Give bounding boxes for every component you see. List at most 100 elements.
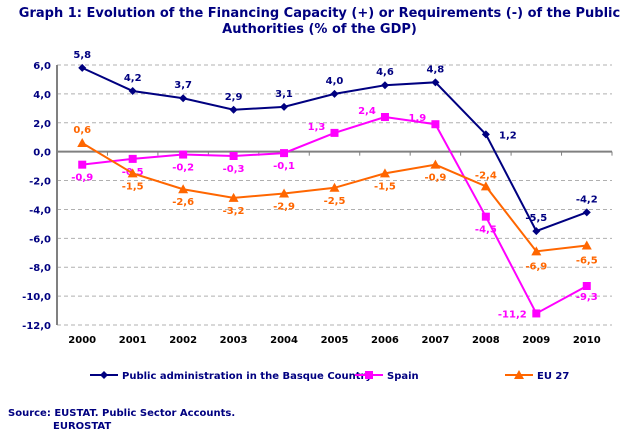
data-point-diamond	[78, 63, 87, 72]
y-tick-label: -12,0	[22, 321, 51, 332]
x-tick-label: 2000	[68, 335, 96, 346]
data-label: 2,9	[225, 92, 243, 103]
data-label: -2,5	[324, 196, 346, 207]
data-label: 1,3	[308, 122, 326, 133]
data-point-triangle	[480, 181, 491, 191]
data-point-diamond	[128, 87, 137, 95]
x-tick-label: 2008	[472, 335, 500, 346]
y-tick-label: -8,0	[29, 263, 51, 274]
legend-item: Public administration in the Basque Coun…	[90, 371, 372, 382]
legend-item: EU 27	[505, 370, 569, 382]
y-tick-label: -4,0	[29, 205, 51, 216]
data-point-square	[179, 150, 188, 159]
data-point-diamond	[229, 105, 238, 114]
data-label: 1,9	[409, 113, 427, 124]
data-label: -6,9	[525, 261, 547, 272]
legend-triangle-icon	[514, 370, 524, 379]
data-label: -0,2	[172, 163, 194, 174]
data-point-triangle	[77, 138, 88, 147]
data-point-square	[229, 152, 238, 160]
x-tick-label: 2004	[270, 335, 298, 346]
data-point-triangle	[329, 182, 340, 192]
data-label: -11,2	[498, 309, 527, 320]
y-tick-label: -10,0	[22, 292, 51, 303]
data-point-triangle	[127, 168, 138, 178]
data-point-diamond	[431, 78, 440, 87]
x-tick-label: 2002	[169, 335, 197, 346]
data-label: -2,6	[172, 197, 194, 208]
y-tick-label: -6,0	[29, 234, 51, 245]
data-point-diamond	[481, 130, 490, 139]
data-label: -4,5	[475, 225, 497, 236]
data-label: 4,8	[427, 64, 445, 75]
x-tick-label: 2009	[522, 335, 550, 346]
data-point-diamond	[280, 102, 289, 111]
y-tick-label: 6,0	[33, 61, 51, 72]
data-label: -1,5	[122, 181, 144, 192]
data-point-diamond	[179, 94, 188, 103]
y-tick-label: 0,0	[33, 148, 51, 159]
y-tick-label: 4,0	[33, 90, 51, 101]
legend-label: Spain	[387, 371, 419, 382]
x-tick-label: 2003	[220, 335, 248, 346]
data-label: 2,4	[358, 106, 376, 117]
data-label: 3,7	[174, 80, 192, 91]
y-tick-label: -2,0	[29, 177, 51, 188]
data-point-triangle	[531, 246, 542, 256]
data-point-triangle	[279, 188, 290, 198]
data-label: -5,5	[525, 213, 547, 224]
source-line-2: EUROSTAT	[53, 421, 112, 432]
y-tick-label: 2,0	[33, 119, 51, 130]
data-point-square	[128, 154, 137, 163]
data-point-triangle	[581, 240, 592, 250]
data-point-square	[582, 282, 591, 290]
data-label: 5,8	[73, 50, 91, 61]
x-tick-label: 2005	[321, 335, 349, 346]
data-point-triangle	[228, 192, 239, 202]
data-point-square	[380, 113, 389, 121]
data-label: 1,2	[499, 130, 517, 141]
data-label: 4,0	[326, 76, 344, 87]
data-label: 0,6	[73, 125, 91, 136]
data-label: 3,1	[275, 89, 293, 100]
data-point-square	[280, 149, 289, 158]
series-line	[82, 115, 588, 315]
data-label: -2,9	[273, 202, 295, 213]
legend-label: EU 27	[537, 371, 569, 382]
x-tick-label: 2010	[573, 335, 601, 346]
data-label: -0,9	[71, 173, 93, 184]
legend-item: Spain	[355, 371, 419, 382]
x-tick-label: 2007	[421, 335, 449, 346]
x-tick-label: 2001	[119, 335, 147, 346]
series-spain: -0,9-0,5-0,2-0,3-0,11,32,41,9-4,5-11,2-9…	[71, 106, 597, 320]
data-label: -2,4	[475, 170, 497, 181]
data-point-square	[78, 160, 87, 169]
series-basque: 5,8 4,2 3,7 2,9 3,1 4,0 4,6 4,8 1,2 -5,5 -4,2	[73, 50, 598, 236]
data-label: -3,2	[223, 206, 245, 217]
data-point-triangle	[430, 159, 441, 169]
legend-square-icon	[365, 371, 373, 379]
data-point-diamond	[330, 89, 339, 98]
data-label: -4,2	[576, 194, 598, 205]
data-point-diamond	[380, 81, 389, 90]
legend-label: Public administration in the Basque Coun…	[122, 371, 372, 382]
series-eu27: 0,6 -1,5 -2,6 -3,2 -2,9 -2,5 -1,5 -0,9 -2,4 -6,9 -…	[73, 125, 597, 272]
data-point-diamond	[582, 208, 591, 217]
data-label: 4,6	[376, 67, 394, 78]
data-point-triangle	[379, 168, 390, 178]
data-label: -0,9	[424, 173, 446, 184]
data-point-triangle	[178, 184, 189, 194]
chart-title: Graph 1: Evolution of the Financing Capa…	[18, 6, 621, 37]
data-label: -0,1	[273, 161, 295, 172]
data-label: -0,3	[223, 164, 245, 175]
data-point-square	[330, 128, 339, 137]
data-point-square	[532, 309, 541, 318]
data-label: -9,3	[576, 292, 598, 303]
data-point-diamond	[532, 227, 541, 236]
data-label: 4,2	[124, 73, 142, 84]
data-point-square	[481, 212, 490, 221]
source-line-1: Source: EUSTAT. Public Sector Accounts.	[8, 408, 236, 419]
line-chart: 6,0 4,0 2,0 0,0 -2,0 -4,0 -6,0 -8,0 -10,0 -12,0 20…	[22, 50, 613, 382]
data-point-square	[431, 120, 440, 129]
data-label: -6,5	[576, 256, 598, 267]
